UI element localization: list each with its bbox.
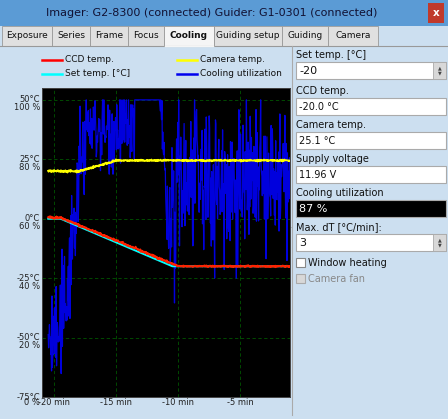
Text: 3: 3 xyxy=(299,238,306,248)
Text: x: x xyxy=(433,8,439,18)
Text: Set temp. [°C]: Set temp. [°C] xyxy=(296,50,366,60)
Bar xyxy=(296,62,446,79)
Bar xyxy=(328,26,378,46)
Text: Camera: Camera xyxy=(335,31,370,41)
Text: 100 %: 100 % xyxy=(13,103,40,112)
Bar xyxy=(296,234,446,251)
Text: 11.96 V: 11.96 V xyxy=(299,170,336,179)
Text: Cooling utilization: Cooling utilization xyxy=(200,70,282,78)
Text: ▼: ▼ xyxy=(438,243,441,248)
Bar xyxy=(0,0,448,26)
Text: 20 %: 20 % xyxy=(19,341,40,350)
Bar xyxy=(90,26,128,46)
Bar xyxy=(433,62,446,79)
Bar xyxy=(296,200,446,217)
Bar xyxy=(2,26,52,46)
Text: 50°C: 50°C xyxy=(20,96,40,104)
Text: 80 %: 80 % xyxy=(19,163,40,172)
Text: Camera temp.: Camera temp. xyxy=(296,120,366,130)
Text: Max. dT [°C/min]:: Max. dT [°C/min]: xyxy=(296,222,382,232)
Text: Guiding setup: Guiding setup xyxy=(216,31,280,41)
Bar xyxy=(164,26,214,46)
Bar xyxy=(296,274,305,283)
Text: 40 %: 40 % xyxy=(19,282,40,291)
Text: Camera fan: Camera fan xyxy=(308,274,365,284)
Text: 0 %: 0 % xyxy=(24,398,40,406)
Text: 25.1 °C: 25.1 °C xyxy=(299,135,335,145)
Text: 87 %: 87 % xyxy=(299,204,327,214)
Text: Set temp. [°C]: Set temp. [°C] xyxy=(65,70,130,78)
Text: Cooling: Cooling xyxy=(170,31,208,41)
Bar xyxy=(296,98,446,115)
Text: ▼: ▼ xyxy=(438,70,441,75)
Text: Window heating: Window heating xyxy=(308,258,387,267)
Text: Guiding: Guiding xyxy=(287,31,323,41)
Text: 60 %: 60 % xyxy=(19,222,40,231)
Bar xyxy=(296,258,305,267)
Text: -20: -20 xyxy=(299,65,317,75)
Text: CCD temp.: CCD temp. xyxy=(296,86,349,96)
Text: CCD temp.: CCD temp. xyxy=(65,55,114,65)
Text: -20.0 °C: -20.0 °C xyxy=(299,101,339,111)
Text: 0°C: 0°C xyxy=(25,214,40,223)
Text: Focus: Focus xyxy=(133,31,159,41)
Text: Exposure: Exposure xyxy=(6,31,48,41)
Text: Camera temp.: Camera temp. xyxy=(200,55,265,65)
Text: Supply voltage: Supply voltage xyxy=(296,154,369,164)
Bar xyxy=(52,26,90,46)
Text: ▲: ▲ xyxy=(438,65,441,70)
Text: Series: Series xyxy=(57,31,85,41)
Bar xyxy=(128,26,164,46)
Bar xyxy=(296,132,446,149)
Text: ▲: ▲ xyxy=(438,238,441,243)
Text: Imager: G2-8300 (connected) Guider: G1-0301 (connected): Imager: G2-8300 (connected) Guider: G1-0… xyxy=(46,8,378,18)
Text: Cooling utilization: Cooling utilization xyxy=(296,188,383,198)
Bar xyxy=(296,166,446,183)
Text: -50°C: -50°C xyxy=(17,333,40,342)
Text: -75°C: -75°C xyxy=(17,393,40,401)
Text: ←: ← xyxy=(284,222,292,232)
Bar xyxy=(433,234,446,251)
Bar xyxy=(428,3,444,23)
Bar xyxy=(282,26,328,46)
Text: -25°C: -25°C xyxy=(17,274,40,283)
Text: 25°C: 25°C xyxy=(20,155,40,164)
Text: Frame: Frame xyxy=(95,31,123,41)
Bar xyxy=(214,26,282,46)
